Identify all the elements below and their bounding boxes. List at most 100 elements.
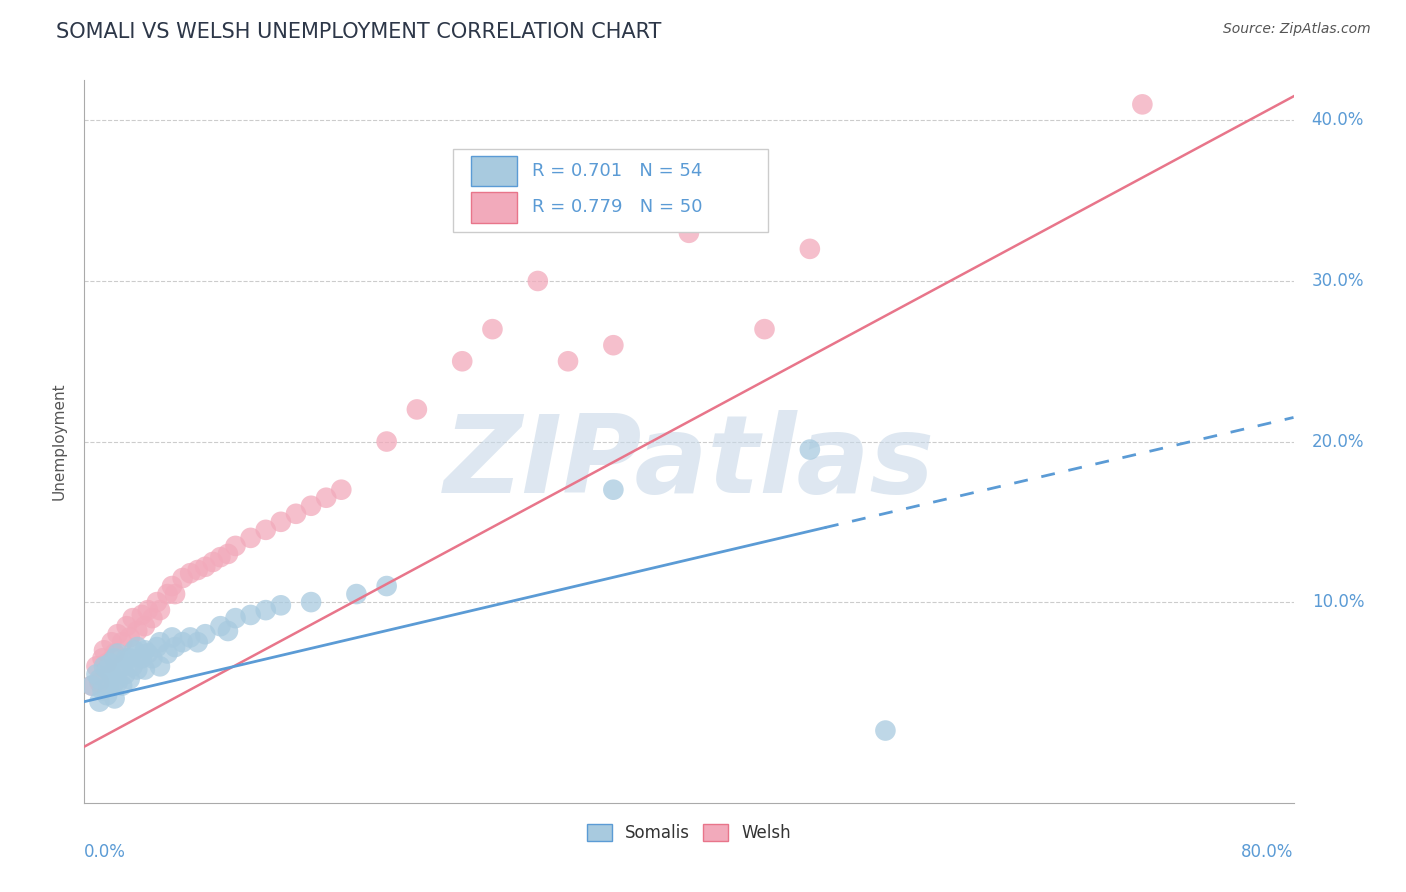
Text: R = 0.701   N = 54: R = 0.701 N = 54 — [531, 161, 702, 179]
Point — [134, 643, 156, 657]
Text: 40.0%: 40.0% — [1312, 112, 1364, 129]
Point — [100, 635, 122, 649]
Text: Source: ZipAtlas.com: Source: ZipAtlas.com — [1223, 22, 1371, 37]
Point — [104, 647, 127, 661]
Point — [149, 635, 172, 649]
Point — [122, 643, 145, 657]
Point — [104, 691, 127, 706]
Point — [179, 566, 201, 581]
Point — [375, 579, 398, 593]
Point — [270, 515, 292, 529]
Point — [127, 640, 149, 654]
Point — [93, 643, 115, 657]
Point — [104, 651, 127, 665]
Point — [134, 619, 156, 633]
Text: SOMALI VS WELSH UNEMPLOYMENT CORRELATION CHART: SOMALI VS WELSH UNEMPLOYMENT CORRELATION… — [56, 22, 662, 42]
Legend: Somalis, Welsh: Somalis, Welsh — [579, 817, 799, 848]
Point — [89, 675, 111, 690]
Point — [194, 627, 217, 641]
Point — [187, 563, 209, 577]
Point — [217, 624, 239, 638]
Point — [330, 483, 353, 497]
Point — [709, 194, 731, 208]
Point — [346, 587, 368, 601]
Point — [299, 595, 322, 609]
Point — [127, 663, 149, 677]
Point — [156, 587, 179, 601]
Point — [160, 631, 183, 645]
Point — [100, 667, 122, 681]
Point — [115, 651, 138, 665]
Text: 10.0%: 10.0% — [1312, 593, 1364, 611]
Point — [121, 659, 143, 673]
Text: 30.0%: 30.0% — [1312, 272, 1364, 290]
Point — [225, 539, 247, 553]
Point — [602, 483, 624, 497]
Point — [141, 651, 163, 665]
Point — [80, 679, 103, 693]
Point — [557, 354, 579, 368]
Point — [209, 619, 232, 633]
Point — [149, 659, 172, 673]
Point — [285, 507, 308, 521]
Point — [799, 442, 821, 457]
Point — [107, 627, 129, 641]
Point — [194, 559, 217, 574]
Point — [118, 651, 141, 665]
Point — [108, 663, 131, 677]
Text: 0.0%: 0.0% — [84, 843, 127, 861]
Point — [107, 675, 129, 690]
Point — [104, 675, 127, 690]
Point — [141, 611, 163, 625]
Point — [107, 647, 129, 661]
Point — [115, 619, 138, 633]
Point — [96, 663, 118, 677]
Point — [875, 723, 897, 738]
Point — [111, 659, 134, 673]
Point — [121, 611, 143, 625]
Point — [754, 322, 776, 336]
Point — [118, 631, 141, 645]
Point — [201, 555, 224, 569]
Point — [131, 651, 153, 665]
Point — [93, 659, 115, 673]
Point — [270, 599, 292, 613]
Point — [165, 587, 187, 601]
Point — [156, 647, 179, 661]
Point — [136, 603, 159, 617]
Point — [111, 679, 134, 693]
Text: 80.0%: 80.0% — [1241, 843, 1294, 861]
Point — [165, 640, 187, 654]
Point — [375, 434, 398, 449]
Text: ZIPatlas: ZIPatlas — [443, 410, 935, 516]
Point — [799, 242, 821, 256]
FancyBboxPatch shape — [471, 156, 517, 186]
Point — [89, 672, 111, 686]
Point — [91, 683, 114, 698]
Text: R = 0.779   N = 50: R = 0.779 N = 50 — [531, 198, 702, 216]
Point — [111, 635, 134, 649]
Point — [89, 695, 111, 709]
Point — [146, 595, 169, 609]
Point — [481, 322, 503, 336]
Point — [451, 354, 474, 368]
Point — [86, 659, 108, 673]
Point — [91, 651, 114, 665]
Point — [187, 635, 209, 649]
Point — [146, 640, 169, 654]
Text: 20.0%: 20.0% — [1312, 433, 1364, 450]
Point — [1130, 97, 1153, 112]
Point — [179, 631, 201, 645]
Point — [299, 499, 322, 513]
FancyBboxPatch shape — [471, 193, 517, 223]
Point — [172, 571, 194, 585]
Point — [96, 688, 118, 702]
Point — [209, 550, 232, 565]
Point — [239, 531, 262, 545]
Point — [98, 656, 121, 670]
Point — [254, 523, 277, 537]
Point — [527, 274, 550, 288]
Point — [225, 611, 247, 625]
Point — [315, 491, 337, 505]
Point — [602, 338, 624, 352]
